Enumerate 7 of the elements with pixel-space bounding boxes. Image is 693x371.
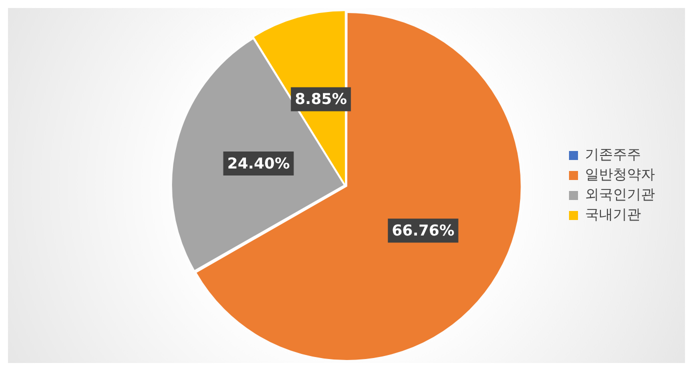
data-label: 66.76% bbox=[392, 221, 454, 240]
data-label: 24.40% bbox=[227, 154, 290, 172]
legend-label: 기존주주 bbox=[585, 147, 641, 164]
legend-label: 외국인기관 bbox=[585, 187, 655, 204]
legend-label: 국내기관 bbox=[585, 207, 641, 224]
data-label: 8.85% bbox=[294, 90, 347, 108]
legend-label: 일반청약자 bbox=[585, 167, 655, 184]
